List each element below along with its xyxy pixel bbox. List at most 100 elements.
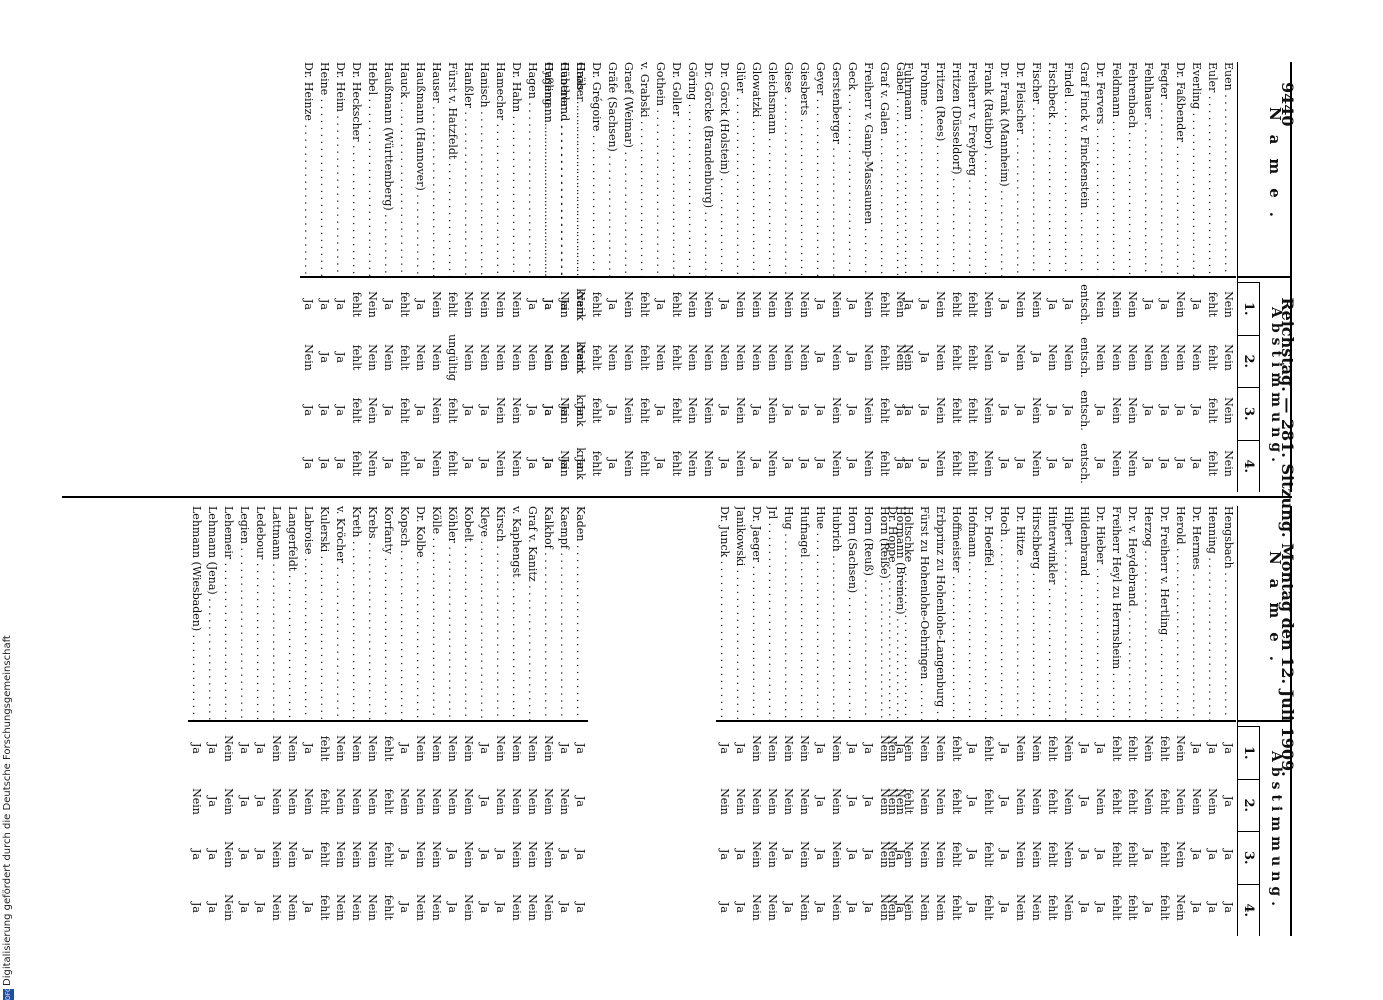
vote-1-cell: Ja (892, 720, 908, 775)
vote-2-cell: fehlt (1206, 344, 1219, 371)
vote-4-cell: Ja (574, 902, 587, 913)
vote-1-cell: Nein (508, 276, 524, 331)
vote-1-cell: Nein (412, 720, 428, 775)
vote-1-cell: fehlt (1204, 276, 1220, 331)
vote-4-cell: Ja (782, 902, 795, 913)
vote-1-cell: Nein (1092, 276, 1108, 331)
vote-2-cell: Nein (750, 344, 763, 371)
vote-4-cell: Ja (814, 902, 827, 913)
member-name: Hoch (996, 506, 1012, 720)
vote-1-cell: fehlt (444, 276, 460, 331)
vote-4-cell: Ja (734, 902, 747, 913)
vote-1-cell: fehlt (668, 276, 684, 331)
vote-2-cell: Ja (846, 352, 859, 363)
vote-4-cell: Ja (918, 458, 931, 469)
vote-2-cell: Nein (718, 788, 731, 815)
footer-credit: Digitalisierung gefördert durch die Deut… (2, 635, 13, 986)
table-row: FrohmeJaJaJaJa (916, 62, 932, 492)
vote-4-cell: Ja (1062, 458, 1075, 469)
table-row: FindelJaNeinJaJa (1060, 62, 1076, 492)
member-name: Kulerski (316, 506, 332, 720)
member-name: Fehrenbach (1124, 62, 1140, 276)
table-row: HanßlerNeinNeinJaJa (460, 62, 476, 492)
member-name: Lehmann (Jena) (204, 506, 220, 720)
vote-4-cell: Ja (654, 458, 667, 469)
member-name: Dr. Freiherr v. Hertling (1156, 506, 1172, 720)
vote-1-cell: Nein (780, 276, 796, 331)
vote-1-cell: Ja (252, 720, 268, 775)
name-block: HaaskrankkrankkrankkrankHaberlandNeinNei… (300, 62, 588, 492)
vote-3-cell: Ja (334, 405, 347, 416)
vote-3-cell: Ja (998, 849, 1011, 860)
table-row: HerzogNeinNeinJaJa (1140, 506, 1156, 936)
member-name: Herold (1172, 506, 1188, 720)
vote-4-cell: Nein (542, 894, 555, 921)
table-row: Korfantyfehltfehltfehltfehlt (380, 506, 396, 936)
vote-3-cell: Nein (1030, 397, 1043, 424)
vote-1-cell: Ja (1204, 720, 1220, 775)
vote-1-cell: Nein (524, 720, 540, 775)
table-row: GerstenbergerNeinNeinNeinNein (828, 62, 844, 492)
vote-1-cell: Nein (284, 720, 300, 775)
vote-3-cell: Ja (238, 849, 251, 860)
table-row: Dr. HermesJaNeinJaJa (1188, 506, 1204, 936)
vote-4-cell: Nein (1030, 450, 1043, 477)
vote-3-cell: Ja (1014, 405, 1027, 416)
vote-1-cell: Nein (364, 276, 380, 331)
vote-1-cell: Ja (572, 720, 588, 775)
table-row: HeineJaJaJaJa (316, 62, 332, 492)
vote-1-cell: Nein (540, 720, 556, 775)
member-name: Fegter (1156, 62, 1172, 276)
vote-2-cell: Nein (702, 344, 715, 371)
vote-3-cell: fehlt (950, 397, 963, 424)
vote-4-cell: Ja (318, 458, 331, 469)
vote-3-cell: Ja (478, 405, 491, 416)
table-row: LegienJaJaJaJa (236, 506, 252, 936)
vote-1-cell: Nein (916, 720, 932, 775)
table-row: HebelNeinNeinNeinNein (364, 62, 380, 492)
vote-3-cell: Ja (302, 405, 315, 416)
vote-3-cell: Nein (934, 397, 947, 424)
vote-2-cell: Nein (558, 344, 571, 371)
table-row: KobeltNeinNeinNeinNein (460, 506, 476, 936)
member-name: Kölle (428, 506, 444, 720)
vote-4-cell: Nein (622, 450, 635, 477)
vote-2-cell: Nein (366, 344, 379, 371)
table-row: Graf Finck v. Finckensteinentsch.entsch.… (1076, 62, 1092, 492)
vote-4-cell: Ja (798, 458, 811, 469)
member-name: Fritzen (Düsseldorf) (948, 62, 964, 276)
vote-3-cell: fehlt (1206, 397, 1219, 424)
vote-1-cell: Nein (1012, 276, 1028, 331)
vote-4-cell: fehlt (1158, 894, 1171, 921)
vote-1-cell: Nein (1028, 720, 1044, 775)
vote-4-cell: Ja (1190, 902, 1203, 913)
vote-2-cell: Nein (1142, 788, 1155, 815)
vote-1-cell: fehlt (948, 720, 964, 775)
vote-3-cell: Ja (414, 405, 427, 416)
vote-4-cell: Nein (918, 894, 931, 921)
member-name: Horn (Sachsen) (844, 506, 860, 720)
name-block: HengsbachJaJaJaJaHenningJaNeinJaJaDr. He… (884, 506, 1236, 936)
vote-3-cell: Ja (862, 849, 875, 860)
vote-3-cell: Ja (782, 405, 795, 416)
member-name: Giesberts (796, 62, 812, 276)
vote-3-cell: Ja (782, 849, 795, 860)
member-name: v. Kröcher (332, 506, 348, 720)
vote-2-cell: Nein (734, 344, 747, 371)
vote-group-header: Abstimmung. (1268, 751, 1284, 911)
vote-1-cell: Nein (1124, 276, 1140, 331)
member-name: Kreth (348, 506, 364, 720)
vote-1-cell: Ja (380, 276, 396, 331)
table-row: FeldmannNeinNeinNeinNein (1108, 62, 1124, 492)
member-name: Horn (Reuß) (860, 506, 876, 720)
vote-2-cell: Nein (414, 344, 427, 371)
vote-2-cell: Nein (382, 344, 395, 371)
member-name: Dr. Hitze (1012, 506, 1028, 720)
member-name: Kopsch (396, 506, 412, 720)
vote-3-cell: Nein (1014, 841, 1027, 868)
vote-4-cell: Nein (934, 894, 947, 921)
